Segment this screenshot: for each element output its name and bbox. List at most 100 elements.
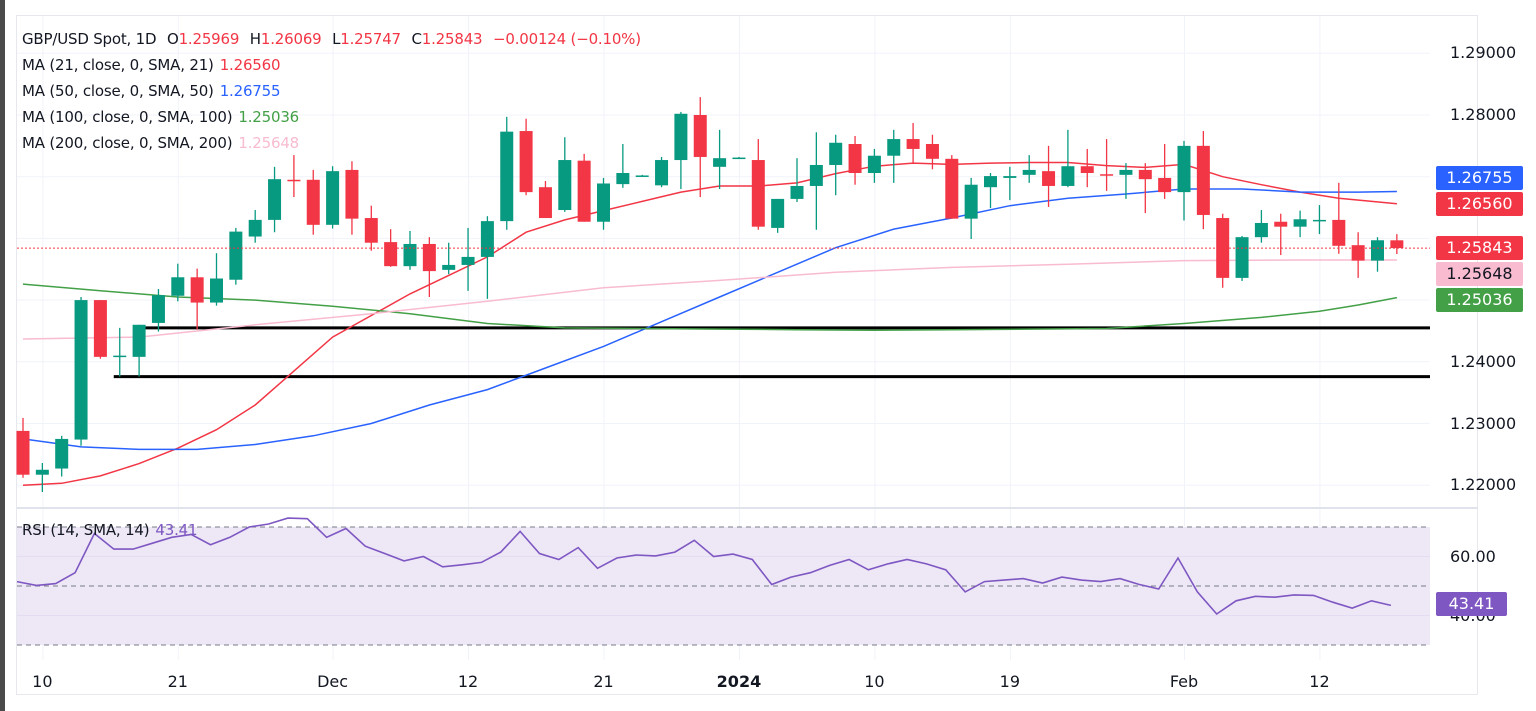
candles — [16, 97, 1404, 492]
ma200-price-tag: 1.25648 — [1436, 262, 1523, 286]
open-value: 1.25969 — [178, 30, 240, 48]
candle-body — [1119, 169, 1133, 175]
candle — [1332, 182, 1346, 254]
candle-body — [210, 278, 223, 303]
candle-body — [229, 231, 243, 280]
candle-body — [945, 158, 959, 219]
candle-body — [558, 160, 572, 211]
ma21-price-tag: 1.26560 — [1436, 192, 1523, 216]
candle — [151, 288, 165, 332]
open-label: O — [166, 30, 179, 48]
candle-body — [113, 355, 127, 358]
candle — [1138, 163, 1152, 214]
price-tick-label: 1.23000 — [1450, 413, 1517, 433]
ma50-legend[interactable]: MA (50, close, 0, SMA, 50) 1.26755 — [22, 82, 281, 100]
candle-body — [925, 143, 939, 159]
ma100-price-tag: 1.25036 — [1436, 288, 1523, 312]
candle — [597, 177, 610, 230]
candle-body — [35, 469, 49, 475]
candle — [732, 156, 746, 160]
candle-body — [248, 219, 262, 237]
candle — [345, 161, 359, 235]
candle — [906, 123, 920, 164]
candle — [1100, 139, 1114, 191]
candle-body — [1080, 166, 1094, 173]
candle — [442, 242, 456, 275]
candle — [1003, 166, 1017, 201]
rsi-legend[interactable]: RSI (14, SMA, 14) 43.41 — [22, 521, 198, 539]
candle-body — [964, 184, 978, 219]
candle-body — [713, 158, 727, 167]
candle-body — [500, 131, 514, 222]
candle-body — [616, 172, 630, 185]
candle-body — [422, 243, 436, 272]
high-label: H — [249, 30, 261, 48]
candle — [268, 166, 282, 233]
candle-body — [403, 243, 417, 267]
candle-body — [1196, 145, 1210, 215]
ma21-legend[interactable]: MA (21, close, 0, SMA, 21) 1.26560 — [22, 56, 281, 74]
candle — [635, 174, 649, 177]
ma100-legend[interactable]: MA (100, close, 0, SMA, 100) 1.25036 — [22, 108, 299, 126]
time-tick-label: Feb — [1169, 672, 1199, 691]
candle-body — [674, 113, 688, 161]
moving-averages — [22, 161, 1398, 486]
candle — [1177, 140, 1191, 221]
candle-body — [480, 221, 494, 257]
price-tick-label: 1.29000 — [1450, 43, 1517, 63]
candle — [1312, 205, 1326, 235]
candle-body — [751, 160, 765, 227]
ma21-label: MA (21, close, 0, SMA, 21) — [22, 56, 214, 74]
low-value: 1.25747 — [340, 30, 401, 48]
candle-body — [1351, 245, 1365, 261]
candle — [1080, 148, 1094, 188]
candle-body — [1293, 219, 1307, 227]
close-label: C — [411, 30, 422, 48]
candle-body — [848, 143, 862, 173]
candle — [1351, 232, 1365, 278]
candle — [74, 297, 88, 446]
ma50-line — [22, 188, 1397, 451]
candle — [616, 143, 630, 188]
ma50-label: MA (50, close, 0, SMA, 50) — [22, 82, 214, 100]
candle-body — [597, 183, 610, 222]
candle-body — [771, 198, 785, 228]
ma200-legend[interactable]: MA (200, close, 0, SMA, 200) 1.25648 — [22, 134, 299, 152]
candle-body — [461, 256, 475, 265]
candle-body — [287, 179, 301, 182]
candle — [538, 181, 552, 219]
candle-body — [442, 264, 456, 270]
candle-body — [1042, 171, 1056, 186]
candle-body — [1312, 219, 1326, 222]
candle-body — [1177, 145, 1191, 193]
candle-body — [809, 164, 823, 186]
time-tick-label: 19 — [999, 672, 1021, 691]
candle — [1371, 237, 1384, 272]
candle-body — [1254, 222, 1268, 238]
candle-body — [1158, 177, 1172, 193]
candle — [925, 134, 939, 170]
candle-body — [1061, 166, 1075, 186]
candle — [306, 169, 320, 235]
candle — [771, 198, 785, 233]
candle-body — [1390, 240, 1404, 249]
candle-body — [1022, 169, 1036, 175]
candle — [229, 227, 243, 285]
ma100-value: 1.25036 — [238, 108, 300, 126]
candle — [1254, 210, 1268, 243]
change-value: −0.00124 (−0.10%) — [492, 30, 641, 48]
candle — [1158, 143, 1172, 199]
candle — [422, 237, 436, 298]
candle-body — [655, 160, 669, 186]
time-tick-label: Dec — [317, 672, 349, 691]
candle-body — [577, 160, 591, 222]
candle-body — [693, 115, 707, 157]
candle — [1061, 129, 1075, 188]
candle — [403, 230, 417, 270]
price-tick-label: 1.24000 — [1450, 351, 1517, 371]
candle — [693, 97, 707, 198]
close-value: 1.25843 — [421, 30, 483, 48]
candle — [93, 300, 107, 359]
candle — [577, 153, 591, 222]
